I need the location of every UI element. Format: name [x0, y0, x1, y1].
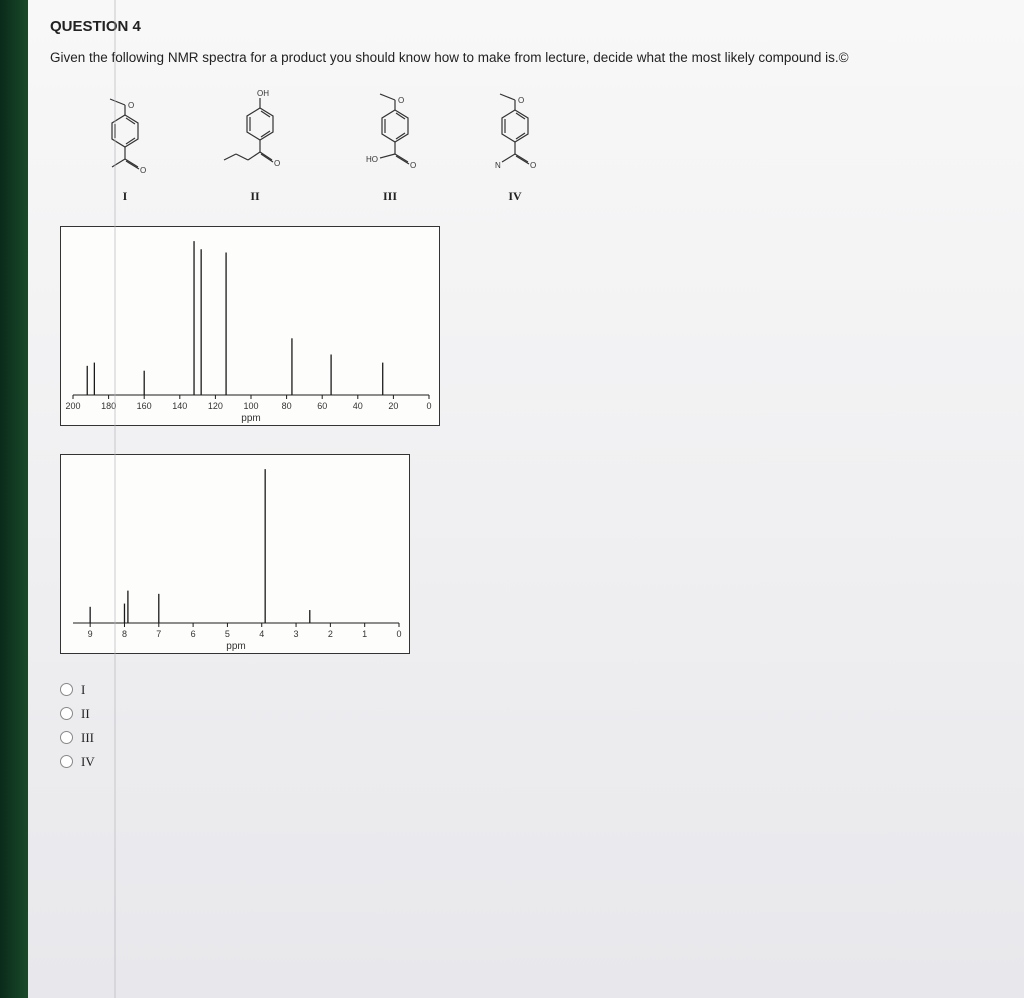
svg-text:N: N: [495, 161, 501, 170]
svg-text:100: 100: [243, 401, 258, 411]
svg-text:160: 160: [137, 401, 152, 411]
svg-text:O: O: [140, 166, 146, 175]
structure-1-label: I: [123, 189, 128, 204]
structure-3: O HO O III: [350, 88, 430, 204]
svg-text:60: 60: [317, 401, 327, 411]
option-2-label: II: [81, 706, 90, 722]
svg-text:HO: HO: [366, 155, 378, 164]
svg-text:1: 1: [362, 629, 367, 639]
svg-text:140: 140: [172, 401, 187, 411]
svg-text:ppm: ppm: [226, 641, 245, 652]
molecule-1-svg: O O: [90, 93, 160, 183]
molecule-3-svg: O HO O: [350, 88, 430, 183]
structures-row: O O I OH: [50, 88, 1024, 204]
option-4-row[interactable]: IV: [60, 754, 1024, 770]
structure-2-label: II: [250, 189, 259, 204]
option-4-label: IV: [81, 754, 95, 770]
c13-nmr-spectrum: 200180160140120100806040200ppm: [60, 226, 440, 426]
svg-text:3: 3: [294, 629, 299, 639]
svg-text:5: 5: [225, 629, 230, 639]
svg-text:O: O: [398, 96, 404, 105]
svg-text:O: O: [128, 101, 134, 110]
radio-icon[interactable]: [60, 731, 73, 744]
structure-4: O N O IV: [480, 88, 550, 204]
svg-text:8: 8: [122, 629, 127, 639]
svg-text:6: 6: [191, 629, 196, 639]
molecule-2-svg: OH O: [210, 88, 300, 183]
structure-1: O O I: [90, 93, 160, 204]
svg-text:200: 200: [65, 401, 80, 411]
svg-text:0: 0: [426, 401, 431, 411]
panel-separator: [114, 0, 116, 998]
svg-text:4: 4: [259, 629, 264, 639]
svg-text:20: 20: [388, 401, 398, 411]
svg-text:O: O: [274, 159, 280, 168]
structure-2: OH O II: [210, 88, 300, 204]
radio-icon[interactable]: [60, 707, 73, 720]
svg-text:2: 2: [328, 629, 333, 639]
option-2-row[interactable]: II: [60, 706, 1024, 722]
svg-text:80: 80: [282, 401, 292, 411]
monitor-bezel-left: [0, 0, 28, 998]
h1-nmr-spectrum: 9 8 7 6 5 4 3 2 1 0 ppm: [60, 454, 410, 654]
c13-nmr-svg: 200180160140120100806040200ppm: [61, 227, 441, 427]
svg-text:O: O: [530, 161, 536, 170]
answer-options: I II III IV: [60, 682, 1024, 770]
svg-text:ppm: ppm: [241, 413, 260, 424]
structure-3-label: III: [383, 189, 397, 204]
svg-text:9: 9: [88, 629, 93, 639]
svg-text:7: 7: [156, 629, 161, 639]
option-3-label: III: [81, 730, 94, 746]
option-3-row[interactable]: III: [60, 730, 1024, 746]
molecule-4-svg: O N O: [480, 88, 550, 183]
svg-text:OH: OH: [257, 89, 269, 98]
question-prompt: Given the following NMR spectra for a pr…: [50, 49, 1024, 68]
question-header: QUESTION 4: [50, 18, 1024, 35]
svg-text:O: O: [518, 96, 524, 105]
structure-4-label: IV: [508, 189, 521, 204]
radio-icon[interactable]: [60, 755, 73, 768]
svg-text:0: 0: [396, 629, 401, 639]
quiz-screen: QUESTION 4 Given the following NMR spect…: [28, 0, 1024, 998]
radio-icon[interactable]: [60, 683, 73, 696]
svg-text:40: 40: [353, 401, 363, 411]
option-1-row[interactable]: I: [60, 682, 1024, 698]
svg-text:120: 120: [208, 401, 223, 411]
svg-text:O: O: [410, 161, 416, 170]
option-1-label: I: [81, 682, 85, 698]
